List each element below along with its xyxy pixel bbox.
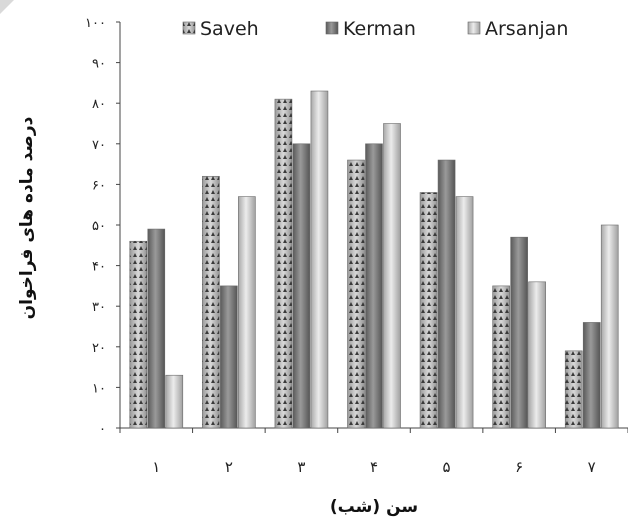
x-tick-label: ۴ [370,458,378,476]
legend-swatch-arsanjan [467,21,481,35]
bar-arsanjan [238,196,256,429]
y-tick-label: ۴٠ [92,260,106,275]
legend-swatch-kerman [325,21,339,35]
bar-arsanjan [455,196,474,429]
bar-kerman [437,159,456,429]
x-tick-label: ۶ [515,458,523,476]
bar-kerman [147,228,166,429]
bar-kerman [365,143,383,429]
bar-kerman [510,236,528,429]
legend-label: Arsanjan [485,18,568,40]
y-tick-label: ۶٠ [92,178,106,193]
y-tick-label: ٢٠ [92,341,106,356]
x-tick-label: ۵ [443,458,451,476]
bar-saveh-pattern [347,160,365,429]
bar-arsanjan [528,281,546,429]
y-tick-label: ١٠ [92,381,106,396]
y-tick-label: ٩٠ [92,57,106,72]
legend-label: Saveh [200,18,259,40]
bars [129,90,619,429]
bar-saveh-pattern [274,99,292,428]
y-tick-label: ٠ [99,422,106,437]
y-tick-label: ١٠٠ [85,16,106,31]
y-tick-label: ٧٠ [92,138,106,153]
x-tick-label: ٢ [225,458,233,476]
bar-kerman [220,285,238,429]
legend-label: Kerman [343,18,416,40]
legend: Saveh Kerman Arsanjan [182,18,568,40]
bar-arsanjan [600,224,619,429]
y-tick-label: ٣٠ [92,300,106,315]
y-tick-label: ۵٠ [92,219,106,234]
bar-saveh-pattern [129,241,147,428]
corner-decoration [0,0,14,14]
y-axis-title: درصد ماده های فراخوان [17,116,37,319]
bar-arsanjan [310,90,329,429]
bar-saveh-pattern [492,285,510,428]
x-tick-labels: ١ ٢ ٣ ۴ ۵ ۶ ٧ [119,428,628,476]
x-tick-label: ١ [152,458,160,476]
bar-arsanjan [165,374,184,429]
y-tick-label: ٨٠ [92,97,106,112]
x-tick-label: ٧ [588,458,596,476]
y-tick-labels: ٠ ١٠ ٢٠ ٣٠ ۴٠ ۵٠ ۶٠ ٧٠ ٨٠ ٩٠ ١٠٠ [85,16,120,437]
bar-saveh-pattern [420,192,438,428]
x-axis-title: سن (شب) [330,497,418,517]
bar-saveh-pattern [202,176,220,428]
bar-kerman [582,322,601,429]
bar-kerman [292,143,311,429]
legend-swatch-pattern [183,22,195,34]
bar-arsanjan [383,123,401,429]
x-tick-label: ٣ [297,458,305,476]
bar-saveh-pattern [565,350,583,428]
